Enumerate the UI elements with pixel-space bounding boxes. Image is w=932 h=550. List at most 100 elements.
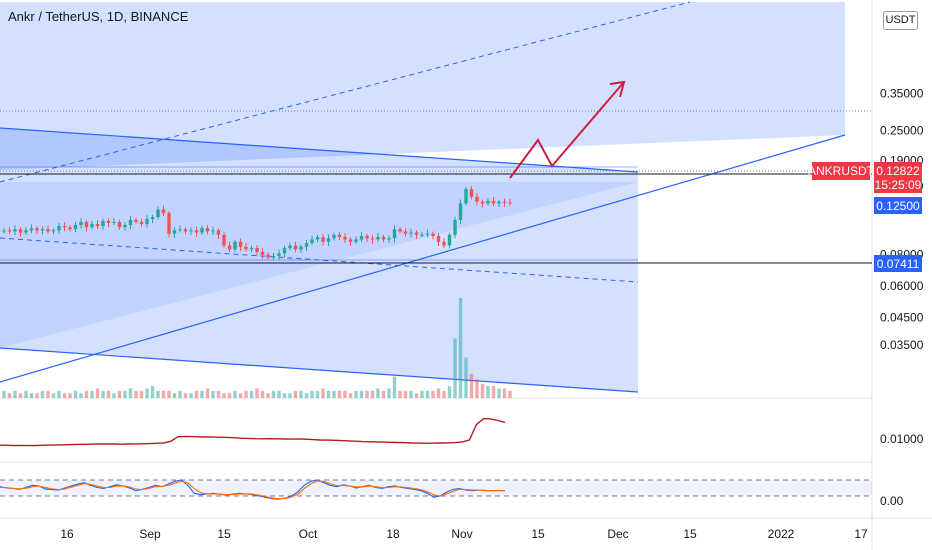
volume-bar <box>46 390 50 398</box>
level-low-value: 0.07411 <box>877 257 920 271</box>
level-high-value: 0.12500 <box>876 199 920 213</box>
currency-button[interactable]: USDT <box>883 11 918 30</box>
candle <box>409 228 413 238</box>
volume-bar <box>343 390 347 398</box>
last-price-value: 0.12822 <box>876 164 920 178</box>
candle <box>431 231 435 240</box>
last-price-tag: 0.12822 15:25:09 <box>874 162 922 193</box>
candle <box>139 218 144 227</box>
volume-bar <box>480 383 485 398</box>
candle <box>13 225 17 235</box>
volume-bar <box>156 390 160 398</box>
volume-bar <box>381 390 386 398</box>
volume-bar <box>211 390 215 398</box>
volume-bar <box>178 390 182 398</box>
volume-bar <box>310 390 314 398</box>
price-tick: 0.06000 <box>880 279 924 293</box>
candle <box>244 242 248 252</box>
candle <box>337 231 342 240</box>
volume-bar <box>117 390 122 398</box>
volume-bar <box>255 388 259 398</box>
volume-bar <box>13 390 17 398</box>
volume-bar <box>68 393 72 398</box>
volume-bar <box>502 388 507 398</box>
candle <box>475 192 479 206</box>
candle <box>194 226 199 237</box>
candle <box>348 237 353 247</box>
volume-bar <box>249 390 254 398</box>
forecast-arrow[interactable] <box>509 80 626 179</box>
volume-bar <box>453 338 457 398</box>
candle <box>150 214 155 224</box>
volume-bar <box>139 390 144 398</box>
volume-bar <box>326 390 331 398</box>
symbol-tag-bg <box>812 162 870 180</box>
volume-bar <box>414 393 419 398</box>
candle <box>161 205 166 217</box>
candle <box>18 227 23 237</box>
candle <box>40 226 45 235</box>
volume-bar <box>458 298 463 398</box>
volume-bar <box>194 390 199 398</box>
rising-wedge-fill[interactable] <box>0 182 638 348</box>
symbol-tag-label: ANKRUSDT <box>808 164 875 178</box>
candle <box>134 217 138 225</box>
candle <box>508 198 512 206</box>
volume-bar <box>150 386 155 398</box>
volume-bar <box>348 393 353 398</box>
volume-bar <box>73 390 78 398</box>
volume-bar <box>508 390 512 398</box>
candle <box>7 227 12 235</box>
candle <box>354 236 358 245</box>
candle <box>288 242 292 251</box>
candle <box>46 225 50 234</box>
candle <box>420 231 424 237</box>
volume-bar <box>431 390 435 398</box>
volume-bar <box>464 357 468 398</box>
volume-bar <box>486 386 490 398</box>
volume-bar <box>106 390 111 398</box>
volume-bar <box>145 388 149 398</box>
rising-dashed-line[interactable] <box>0 1 691 183</box>
candle <box>222 231 226 248</box>
volume-bar <box>365 390 369 398</box>
upper-channel-fill[interactable] <box>0 2 845 170</box>
candle <box>145 215 149 228</box>
candle <box>315 234 320 243</box>
volume-bar <box>244 390 248 398</box>
candle <box>216 228 221 240</box>
candle <box>277 249 281 260</box>
volume-bar <box>370 390 375 398</box>
candle <box>249 245 254 253</box>
volume-bar <box>95 388 100 398</box>
candle <box>480 199 485 208</box>
stoch-line <box>0 479 505 500</box>
symbol-tag: ANKRUSDT <box>808 162 875 180</box>
candle <box>447 232 452 249</box>
candle <box>57 223 61 234</box>
candle <box>24 227 28 235</box>
volume-bar <box>403 390 408 398</box>
volume-bar <box>420 390 424 398</box>
channel-upper-line[interactable] <box>0 127 639 173</box>
time-tick: 16 <box>60 527 74 541</box>
candle <box>112 218 116 226</box>
volume-bar <box>35 393 39 398</box>
volume-bar <box>442 390 446 398</box>
price-axis[interactable]: 0.350000.250000.190000.150000.080000.060… <box>880 87 924 352</box>
time-axis[interactable]: 16 Sep 15 Oct 18 Nov 15 Dec 15 2022 17 <box>60 527 868 541</box>
last-price-tag-bg <box>874 162 922 193</box>
volume-bar <box>101 390 105 398</box>
volume-bar <box>288 393 292 398</box>
volume-bar <box>233 390 237 398</box>
candle <box>233 239 237 253</box>
candle <box>35 226 39 234</box>
volume-bar <box>277 390 281 398</box>
drawing-channels[interactable] <box>0 1 872 393</box>
candle <box>62 222 67 232</box>
rising-support-line[interactable] <box>0 134 846 383</box>
candle <box>266 252 270 260</box>
channel-lower-line[interactable] <box>0 347 639 393</box>
volume-bar <box>260 390 265 398</box>
